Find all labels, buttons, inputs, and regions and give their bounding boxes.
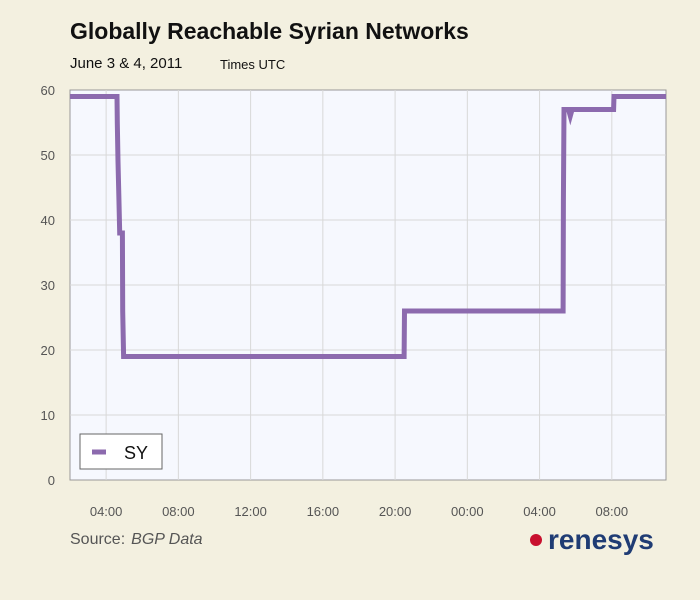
x-axis-labels: 04:00 08:00 12:00 16:00 20:00 00:00 04:00 08:00 (90, 504, 628, 519)
x-gridlines (105, 90, 613, 480)
source-value: BGP Data (131, 531, 203, 548)
brand-dot-icon (530, 534, 542, 546)
y-tick-label: 50 (41, 148, 55, 163)
x-tick-label: 04:00 (523, 504, 556, 519)
x-tick-label: 08:00 (596, 504, 629, 519)
series-layer (70, 94, 666, 359)
y-axis-labels: 0 10 20 30 40 50 60 (41, 83, 55, 488)
x-tick-label: 08:00 (162, 504, 195, 519)
x-tick-label: 04:00 (90, 504, 123, 519)
brand-name: renesys (548, 524, 654, 555)
series-line-sy (70, 94, 666, 359)
y-tick-label: 20 (41, 343, 55, 358)
y-gridlines (70, 154, 666, 416)
brand-logo: renesys (530, 524, 654, 556)
chart-subtitle: June 3 & 4, 2011 (70, 55, 183, 72)
y-tick-label: 10 (41, 408, 55, 423)
x-tick-label: 00:00 (451, 504, 484, 519)
y-tick-label: 30 (41, 278, 55, 293)
y-tick-label: 60 (41, 83, 55, 98)
source-label: Source: (70, 531, 126, 548)
chart-title: Globally Reachable Syrian Networks (70, 18, 469, 44)
y-tick-label: 40 (41, 213, 55, 228)
source-note: Source: BGP Data (70, 531, 203, 549)
x-tick-label: 20:00 (379, 504, 412, 519)
legend-label-sy: SY (124, 443, 148, 463)
x-tick-label: 12:00 (234, 504, 267, 519)
y-tick-label: 0 (48, 473, 55, 488)
x-tick-label: 16:00 (307, 504, 340, 519)
legend: SY (79, 433, 163, 470)
time-zone-note: Times UTC (220, 57, 286, 72)
